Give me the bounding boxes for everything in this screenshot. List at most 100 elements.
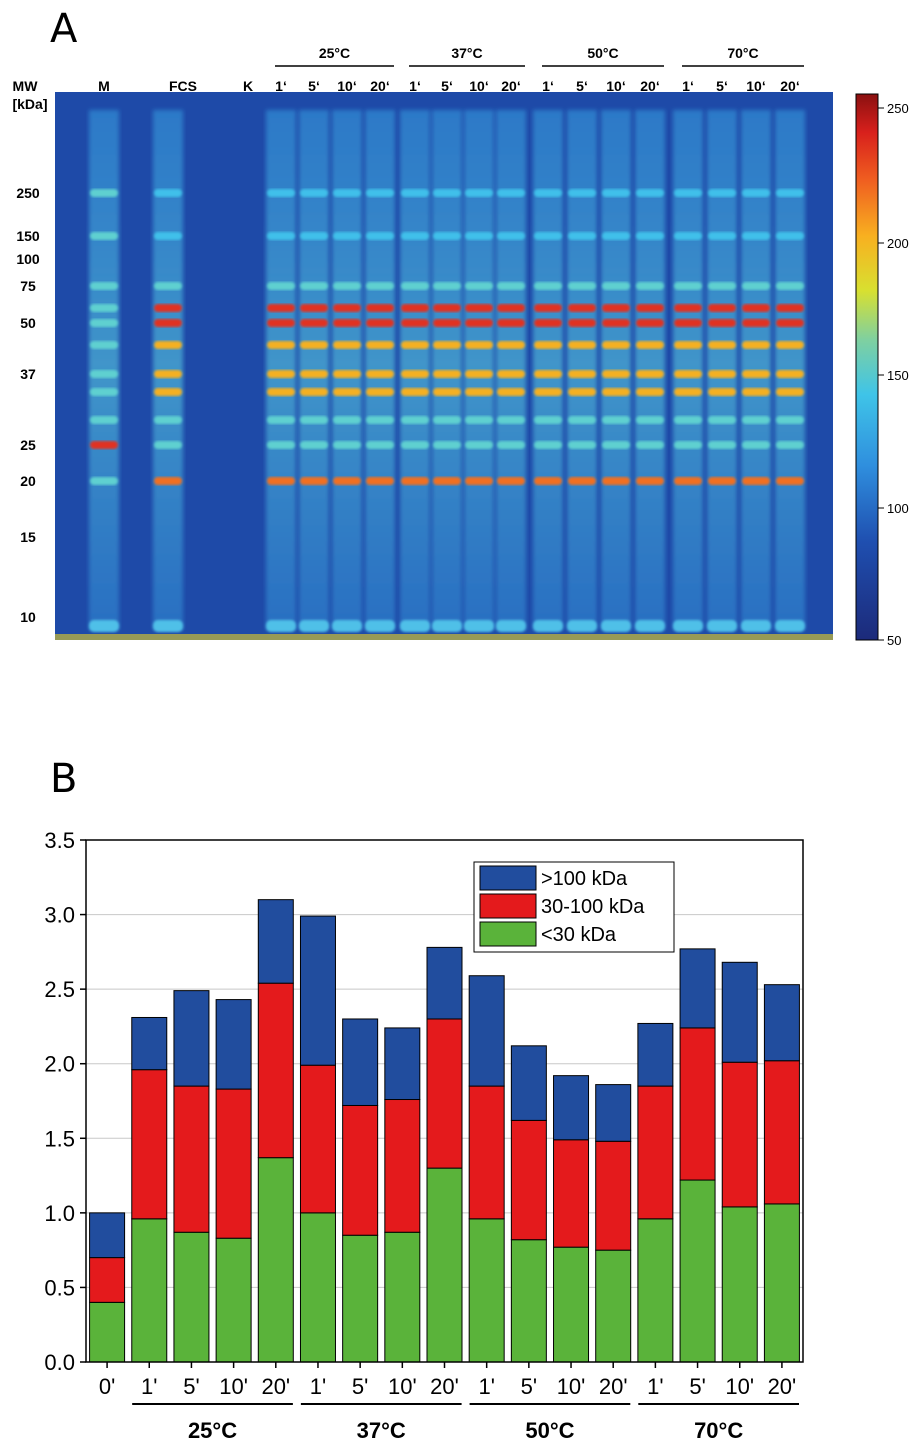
bar-segment xyxy=(89,1257,126,1303)
gel-band xyxy=(465,189,493,197)
gel-band xyxy=(776,388,804,396)
bar-segment xyxy=(215,1237,252,1363)
gel-band xyxy=(366,304,394,312)
bar-segment xyxy=(763,1203,800,1363)
time-lane-label: 1‘ xyxy=(409,78,421,94)
gel-band xyxy=(267,477,295,485)
gel-band xyxy=(90,477,118,485)
gel-band xyxy=(154,304,182,312)
gel-band xyxy=(401,304,429,312)
gel-band xyxy=(333,341,361,349)
bar-segment xyxy=(173,1231,210,1363)
gel-band xyxy=(776,319,804,327)
legend-label: <30 kDa xyxy=(541,924,617,946)
gel-band xyxy=(154,232,182,240)
gel-band xyxy=(534,232,562,240)
mw-marker-label: 150 xyxy=(16,228,40,244)
bar-segment xyxy=(679,1179,716,1363)
x-tick-label: 1' xyxy=(647,1374,663,1399)
gel-band xyxy=(742,304,770,312)
bar-segment xyxy=(299,1064,336,1214)
gel-band xyxy=(300,341,328,349)
gel-band xyxy=(333,388,361,396)
gel-band-front xyxy=(707,620,737,632)
panel-b-letter: B xyxy=(50,756,78,802)
x-tick-label: 10' xyxy=(557,1374,586,1399)
gel-band xyxy=(267,189,295,197)
gel-band-front xyxy=(601,620,631,632)
temperature-group-label: 25°C xyxy=(319,45,350,61)
bar-segment xyxy=(510,1119,547,1241)
gel-band-front xyxy=(635,620,665,632)
time-lane-label: 20‘ xyxy=(640,78,659,94)
group-label: 25°C xyxy=(188,1418,237,1443)
gel-band xyxy=(465,441,493,449)
bar-segment xyxy=(595,1084,632,1142)
panel-a-letter: A xyxy=(50,6,78,52)
time-lane-label: 10‘ xyxy=(337,78,356,94)
gel-band xyxy=(300,441,328,449)
gel-band xyxy=(708,319,736,327)
gel-band xyxy=(708,282,736,290)
bar-segment xyxy=(637,1085,674,1220)
bar-segment xyxy=(89,1212,126,1259)
gel-band xyxy=(568,441,596,449)
bar-segment xyxy=(299,1212,336,1363)
gel-band xyxy=(534,304,562,312)
gel-band xyxy=(708,388,736,396)
gel-band xyxy=(708,477,736,485)
gel-band xyxy=(534,282,562,290)
gel-band xyxy=(534,388,562,396)
gel-band xyxy=(300,232,328,240)
bar-segment xyxy=(553,1139,590,1248)
gel-band xyxy=(674,319,702,327)
gel-band xyxy=(742,232,770,240)
temperature-group-label: 70°C xyxy=(727,45,758,61)
gel-band xyxy=(401,388,429,396)
legend-label: 30-100 kDa xyxy=(541,896,645,918)
gel-band xyxy=(497,232,525,240)
gel-band xyxy=(366,282,394,290)
bar-segment xyxy=(342,1018,379,1106)
bar-segment xyxy=(131,1218,168,1363)
colorbar-tick-label: 100 xyxy=(887,501,909,516)
gel-band xyxy=(568,370,596,378)
bar-segment xyxy=(89,1301,126,1363)
gel-band xyxy=(602,388,630,396)
gel-band xyxy=(90,388,118,396)
bar-segment xyxy=(553,1075,590,1141)
gel-band xyxy=(267,441,295,449)
gel-band xyxy=(636,304,664,312)
gel-band xyxy=(401,232,429,240)
bar-segment xyxy=(131,1016,168,1071)
gel-band xyxy=(636,388,664,396)
temperature-group-headers: 25°C 1‘ 5‘ 10‘ 20‘ 37°C 1‘ 5‘ 10‘ 20‘ 50°C 1‘ 5‘ 10‘ 2… xyxy=(275,45,804,94)
gel-band xyxy=(465,341,493,349)
gel-band xyxy=(401,319,429,327)
colorbar-tick-label: 250 xyxy=(887,101,909,116)
bar-segment xyxy=(763,1060,800,1205)
gel-band xyxy=(534,477,562,485)
gel-band xyxy=(497,477,525,485)
gel-band xyxy=(433,304,461,312)
gel-band xyxy=(300,370,328,378)
gel-band xyxy=(636,341,664,349)
x-axis: 0' 1' 5' 10' 20' 1' 5' 10' 20' 1' 5' 10' 20' 1' 5' 10' 2… xyxy=(99,1362,796,1399)
gel-band xyxy=(401,370,429,378)
gel-band xyxy=(636,232,664,240)
mw-marker-label: 25 xyxy=(20,437,36,453)
gel-band xyxy=(366,232,394,240)
gel-band xyxy=(90,441,118,449)
gel-band xyxy=(154,416,182,424)
chart-bars xyxy=(89,899,800,1363)
gel-band xyxy=(534,441,562,449)
bar-segment xyxy=(595,1249,632,1363)
gel-band xyxy=(433,282,461,290)
gel-band xyxy=(636,441,664,449)
gel-band xyxy=(674,388,702,396)
y-tick-label: 0.5 xyxy=(44,1275,75,1300)
gel-band xyxy=(776,370,804,378)
gel-band xyxy=(602,189,630,197)
mw-marker-label: 75 xyxy=(20,278,36,294)
y-tick-label: 0.0 xyxy=(44,1350,75,1375)
